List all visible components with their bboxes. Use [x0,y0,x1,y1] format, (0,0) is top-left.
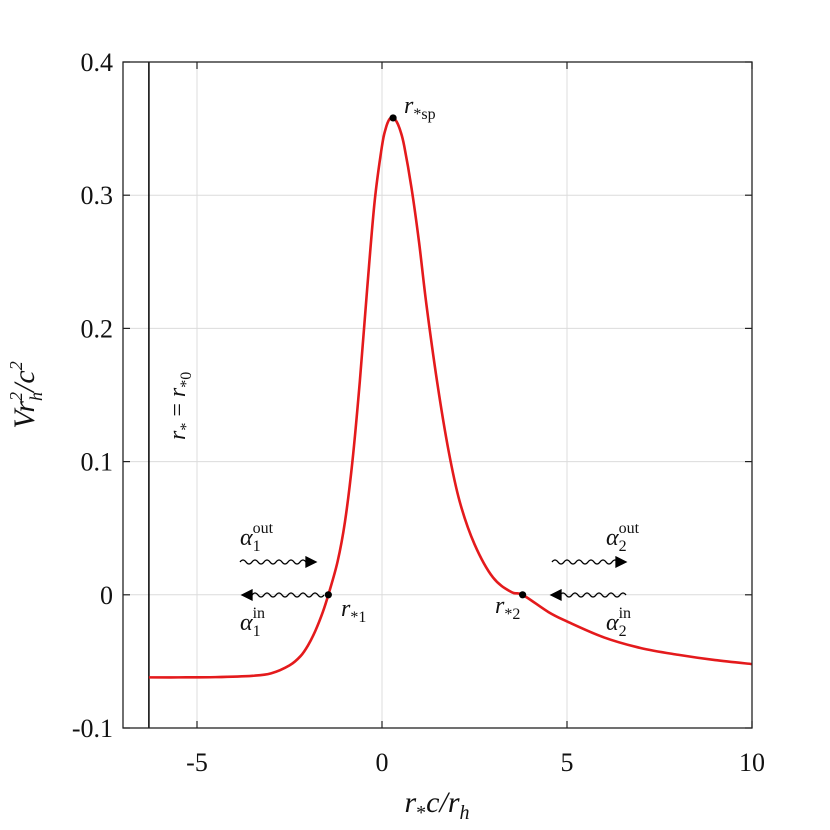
wave-arrow-alpha1-out [239,555,318,569]
point-rsp [389,114,397,122]
x-tick-label: -5 [186,748,208,777]
x-tick-label: 0 [376,748,389,777]
point-label-r2: r*2 [495,593,520,623]
alpha2-out-label: α2out [606,520,640,555]
y-tick-label: 0 [100,581,113,610]
wave-arrow-alpha1-in [240,588,325,602]
wave-arrow-alpha2-out [551,555,628,569]
y-tick-label: 0.1 [81,448,114,477]
y-tick-label: 0.4 [81,48,114,77]
x-tick-label: 10 [739,748,765,777]
y-tick-label: 0.2 [81,314,114,343]
x-axis-label: r*c/rh [404,786,469,824]
point-label-r1: r*1 [341,596,366,626]
wave-arrow-alpha2-in [549,588,627,602]
y-tick-label: 0.3 [81,181,114,210]
r0-line-label: r* = r*0 [165,372,195,440]
alpha1-out-label: α1out [240,520,274,555]
point-r1 [324,591,332,599]
plot-area [123,62,752,728]
alpha1-in-label: α1in [240,605,265,640]
x-tick-label: 5 [561,748,574,777]
y-tick-label: -0.1 [72,714,113,743]
y-axis-label: Vr2h/c2 [6,361,46,428]
plot-frame [122,61,753,729]
point-r2 [519,591,527,599]
alpha2-in-label: α2in [606,605,631,640]
point-label-sp: r*sp [404,93,436,123]
tick-labels: -5 0 5 10 -0.1 0 0.1 0.2 0.3 0.4 [72,48,765,777]
marked-points [324,114,527,599]
